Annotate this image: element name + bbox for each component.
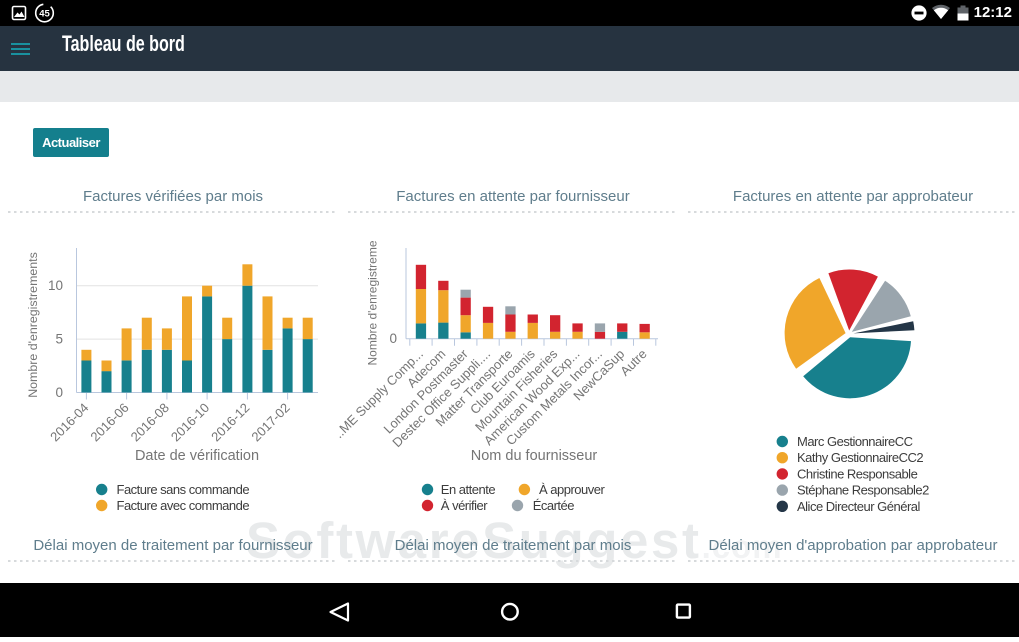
svg-text:2017-02: 2017-02 — [248, 400, 292, 444]
svg-text:45: 45 — [39, 8, 50, 19]
svg-text:Écartée: Écartée — [533, 498, 575, 513]
svg-text:Nombre d'enregistreme: Nombre d'enregistreme — [366, 240, 380, 365]
svg-text:0: 0 — [55, 385, 63, 400]
svg-text:Nom du fournisseur: Nom du fournisseur — [471, 448, 598, 464]
svg-text:Nombre d'enregistrements: Nombre d'enregistrements — [26, 252, 40, 398]
svg-text:0: 0 — [389, 331, 397, 346]
svg-text:2016-06: 2016-06 — [87, 400, 131, 444]
svg-text:Autre: Autre — [617, 346, 650, 379]
svg-text:Date de vérification: Date de vérification — [135, 448, 259, 464]
svg-text:À vérifier: À vérifier — [441, 498, 488, 513]
svg-text:Stéphane Responsable2: Stéphane Responsable2 — [797, 483, 929, 498]
svg-text:2016-10: 2016-10 — [168, 400, 212, 444]
svg-text:En attente: En attente — [441, 482, 496, 497]
svg-text:Facture sans commande: Facture sans commande — [117, 482, 250, 497]
svg-text:2016-12: 2016-12 — [208, 400, 252, 444]
svg-text:Kathy GestionnaireCC2: Kathy GestionnaireCC2 — [797, 450, 923, 465]
svg-text:Marc GestionnaireCC: Marc GestionnaireCC — [797, 434, 913, 449]
svg-text:Facture avec commande: Facture avec commande — [117, 498, 250, 513]
svg-text:2016-04: 2016-04 — [47, 400, 91, 444]
svg-text:À approuver: À approuver — [539, 482, 605, 497]
svg-text:10: 10 — [48, 278, 63, 293]
svg-text:5: 5 — [55, 332, 63, 347]
svg-text:2016-08: 2016-08 — [128, 400, 172, 444]
svg-text:Christine Responsable: Christine Responsable — [797, 466, 918, 481]
svg-text:Alice Directeur Général: Alice Directeur Général — [797, 499, 920, 514]
